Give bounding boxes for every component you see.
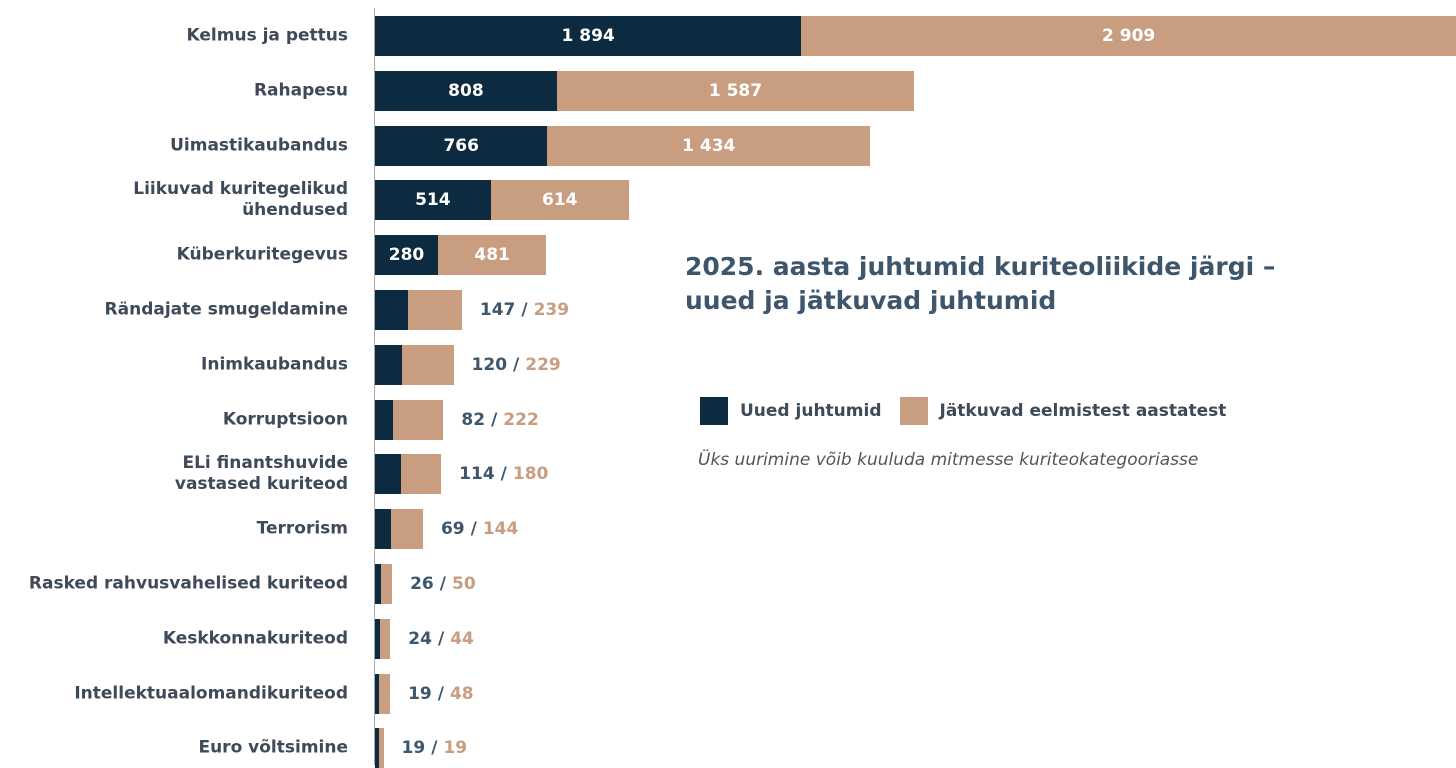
value-label: 44 bbox=[450, 628, 474, 649]
bar-segment bbox=[375, 235, 439, 276]
value-label-group: 114/180 bbox=[459, 454, 548, 494]
bar-segment bbox=[375, 509, 391, 550]
category-label: Liikuvad kuritegelikud ühendused bbox=[133, 179, 348, 221]
value-label: 808 bbox=[448, 80, 484, 101]
value-label: 114 bbox=[459, 464, 495, 485]
label-separator: / bbox=[513, 354, 520, 375]
bar-segment bbox=[393, 399, 444, 440]
value-label: 120 bbox=[471, 354, 508, 375]
legend-swatch bbox=[899, 397, 928, 425]
label-separator: / bbox=[470, 519, 477, 540]
note: Üks uurimine võib kuuluda mitmesse kurit… bbox=[698, 450, 1199, 470]
bar-segment bbox=[375, 618, 381, 659]
value-label: 229 bbox=[525, 354, 561, 375]
bar-segment bbox=[379, 673, 391, 714]
bar-segment bbox=[379, 728, 384, 768]
legend-label: Jätkuvad eelmistest aastatest bbox=[939, 401, 1227, 421]
category-label: Uimastikaubandus bbox=[170, 135, 348, 156]
bar-segment bbox=[801, 16, 1456, 56]
bar-segment bbox=[390, 509, 423, 550]
value-label: 19 bbox=[408, 683, 432, 704]
category-label: ELi finantshuvide vastased kuriteod bbox=[174, 453, 348, 495]
value-label-group: 120/229 bbox=[472, 345, 561, 385]
value-label-group: 82/222 bbox=[461, 400, 538, 440]
value-label: 2 909 bbox=[1102, 26, 1156, 46]
value-label-group: 19/19 bbox=[402, 728, 468, 768]
label-separator: / bbox=[491, 409, 498, 430]
value-label: 24 bbox=[408, 628, 432, 649]
value-label: 147 bbox=[479, 300, 516, 320]
bar-segment bbox=[408, 290, 462, 330]
value-label: 481 bbox=[474, 245, 510, 266]
bar-segment bbox=[375, 70, 557, 111]
value-label-group: 24/44 bbox=[408, 619, 474, 659]
category-label: Rändajate smugeldamine bbox=[104, 299, 348, 320]
value-label: 26 bbox=[410, 574, 434, 594]
bar-segment bbox=[375, 344, 402, 385]
bar-segment bbox=[375, 180, 491, 221]
value-label: 280 bbox=[388, 245, 425, 266]
legend-label: Uued juhtumid bbox=[740, 401, 882, 421]
bar-segment bbox=[380, 564, 393, 604]
bar-segment bbox=[375, 125, 548, 166]
label-separator: / bbox=[431, 738, 438, 759]
value-label: 19 bbox=[401, 738, 426, 759]
category-label: Terrorism bbox=[256, 518, 348, 539]
category-label: Korruptsioon bbox=[222, 409, 348, 430]
bar-segment bbox=[375, 16, 802, 56]
value-label-group: 26/50 bbox=[410, 564, 476, 604]
bar-segment bbox=[380, 618, 391, 659]
legend: Uued juhtumid Jätkuvad eelmistest aastate… bbox=[700, 397, 1226, 425]
value-label: 614 bbox=[542, 190, 578, 211]
bar-segment bbox=[400, 454, 442, 495]
value-label: 1 587 bbox=[708, 80, 763, 101]
value-label: 69 bbox=[440, 519, 465, 540]
bar-segment bbox=[375, 454, 401, 495]
category-label: Inimkaubandus bbox=[201, 354, 348, 375]
value-label: 239 bbox=[533, 300, 570, 320]
value-label: 1 894 bbox=[561, 26, 615, 46]
value-label: 144 bbox=[482, 519, 519, 540]
value-label: 48 bbox=[449, 683, 474, 704]
legend-swatch bbox=[700, 397, 728, 425]
bar-segment bbox=[490, 180, 629, 221]
category-label: Keskkonnakuriteod bbox=[162, 628, 348, 649]
value-label: 19 bbox=[443, 738, 468, 759]
label-separator: / bbox=[500, 464, 507, 485]
bar-segment bbox=[402, 344, 454, 385]
y-axis-line bbox=[374, 8, 375, 765]
category-label: Euro võltsimine bbox=[198, 737, 348, 758]
value-label: 50 bbox=[451, 574, 476, 594]
category-label: Intellektuaalomandikuriteod bbox=[74, 683, 348, 704]
bar-segment bbox=[375, 673, 380, 714]
label-separator: / bbox=[437, 683, 444, 704]
value-label-group: 19/48 bbox=[408, 674, 474, 714]
bar-segment bbox=[438, 235, 547, 276]
category-label: Rahapesu bbox=[253, 80, 348, 101]
bar-segment bbox=[547, 125, 871, 166]
value-label-group: 147/239 bbox=[480, 290, 569, 330]
bar-segment bbox=[375, 399, 394, 440]
category-label: Rasked rahvusvahelised kuriteod bbox=[28, 573, 348, 594]
value-label: 222 bbox=[503, 409, 539, 430]
value-label: 1 434 bbox=[682, 135, 736, 156]
bar-segment bbox=[375, 728, 380, 768]
chart-title: 2025. aasta juhtumid kuriteoliikide järg… bbox=[685, 252, 1276, 315]
value-label: 82 bbox=[461, 409, 486, 430]
value-label: 514 bbox=[415, 190, 451, 211]
label-separator: / bbox=[439, 574, 446, 594]
category-label: Kelmus ja pettus bbox=[186, 25, 348, 46]
value-label: 766 bbox=[443, 135, 479, 156]
bar-segment bbox=[556, 70, 915, 111]
label-separator: / bbox=[437, 628, 445, 649]
label-separator: / bbox=[521, 300, 528, 320]
bar-segment bbox=[375, 290, 409, 330]
value-label: 180 bbox=[512, 464, 549, 485]
bar-segment bbox=[375, 564, 381, 604]
value-label-group: 69/144 bbox=[441, 509, 518, 549]
category-label: Küberkuritegevus bbox=[176, 244, 348, 265]
